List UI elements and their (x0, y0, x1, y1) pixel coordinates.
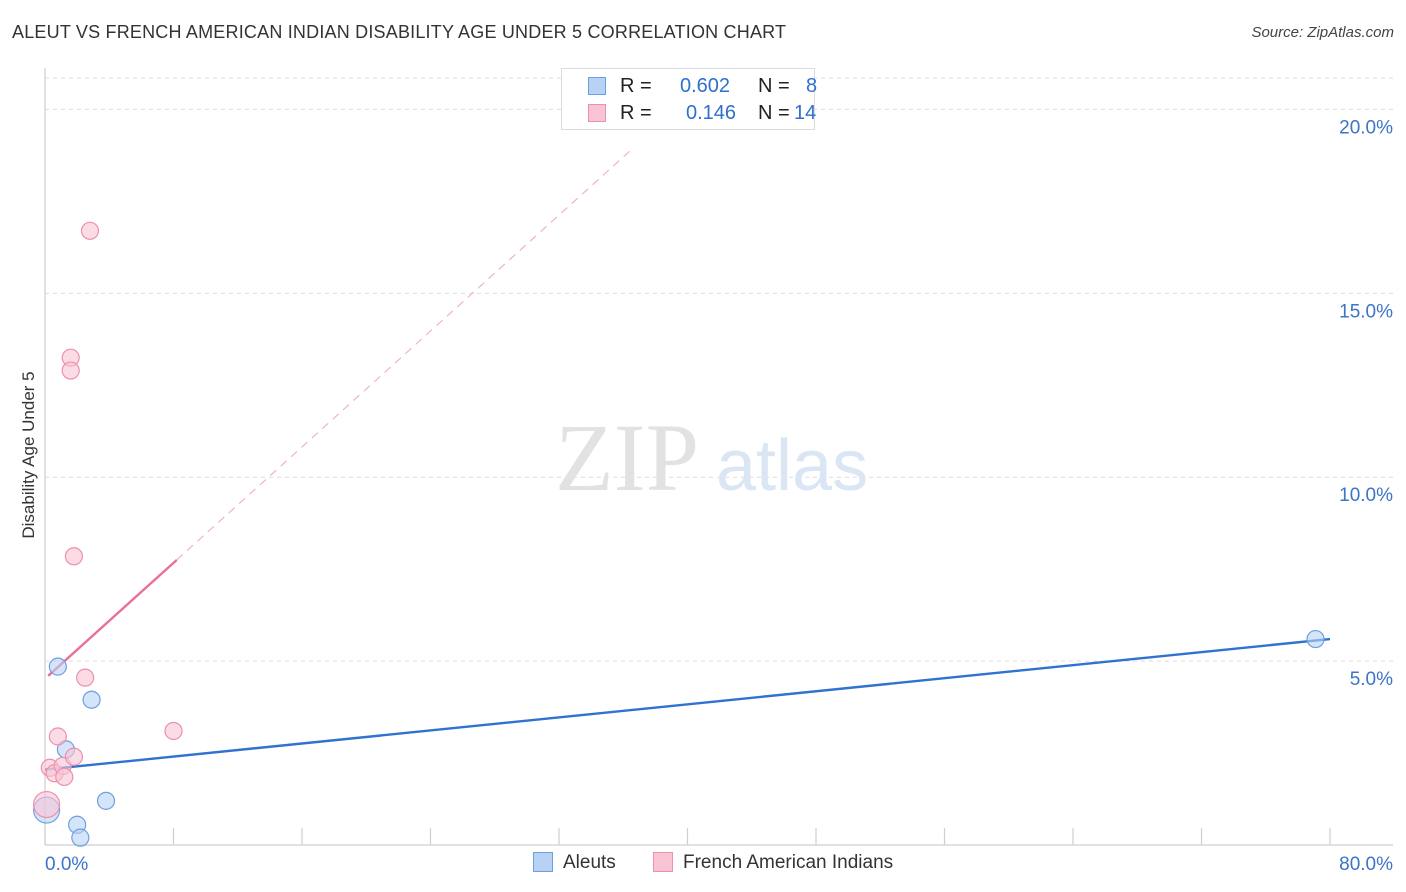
data-point-aleut (71, 828, 90, 847)
grid-lines (45, 77, 1393, 662)
data-point-fai (80, 221, 100, 240)
trend-line-fai (47, 559, 178, 677)
x-tick-label-min: 0.0% (45, 854, 88, 875)
data-point-fai (64, 547, 84, 566)
data-point-fai (164, 721, 183, 741)
data-point-fai (33, 790, 61, 819)
data-point-fai (61, 361, 80, 380)
y-tick-label: 20.0% (1339, 117, 1393, 138)
data-points (33, 221, 1325, 847)
y-axis-label: Disability Age Under 5 (19, 371, 38, 538)
legend-r-label: R = (620, 75, 652, 97)
y-tick-label: 15.0% (1339, 301, 1393, 322)
data-point-aleut (48, 657, 67, 676)
bottom-legend-french-american-indians: French American Indians (653, 852, 893, 874)
bottom-legend-swatch-french-american-indians (653, 852, 673, 872)
y-tick-label: 5.0% (1350, 669, 1393, 690)
y-tick-label: 10.0% (1339, 485, 1393, 506)
data-point-fai (64, 747, 84, 766)
bottom-legend-swatch-aleuts (533, 852, 553, 872)
data-point-fai (76, 668, 95, 687)
trend-line-extension-fai (176, 149, 632, 561)
data-point-aleut (96, 791, 116, 810)
trend-line-aleut (44, 637, 1331, 771)
legend-n-value: 14 (794, 102, 817, 124)
legend-n-label: N = (758, 102, 790, 124)
data-point-fai (55, 767, 74, 787)
source-label: Source: ZipAtlas.com (1251, 24, 1394, 41)
legend-r-value: 0.602 (680, 75, 731, 97)
watermark-atlas: atlas (716, 426, 868, 506)
data-point-fai (48, 727, 67, 746)
tick-labels: 5.0% 10.0% 15.0% 20.0% 0.0% 80.0% (45, 117, 1393, 875)
legend-swatch-french-american-indians (588, 104, 606, 122)
x-tick-label-max: 80.0% (1339, 854, 1393, 875)
legend-swatch-aleuts (588, 77, 606, 95)
correlation-legend: R = 0.602 N = 8 R = 0.146 N = 14 (561, 68, 818, 130)
bottom-legend-label-french-american-indians: French American Indians (683, 852, 894, 873)
watermark-zip: ZIP (555, 404, 699, 511)
bottom-legend-aleuts: Aleuts (533, 852, 616, 874)
legend-r-label: R = (620, 102, 652, 124)
legend-n-value: 8 (806, 75, 818, 97)
data-point-aleut (1306, 629, 1325, 649)
data-point-aleut (82, 690, 101, 709)
trend-lines (44, 149, 1331, 771)
legend-n-label: N = (758, 75, 790, 97)
watermark: ZIP atlas (555, 404, 868, 511)
bottom-legend-label-aleuts: Aleuts (563, 852, 616, 873)
legend-r-value: 0.146 (686, 102, 737, 124)
chart-title: ALEUT VS FRENCH AMERICAN INDIAN DISABILI… (12, 22, 787, 42)
axes (44, 68, 1393, 846)
